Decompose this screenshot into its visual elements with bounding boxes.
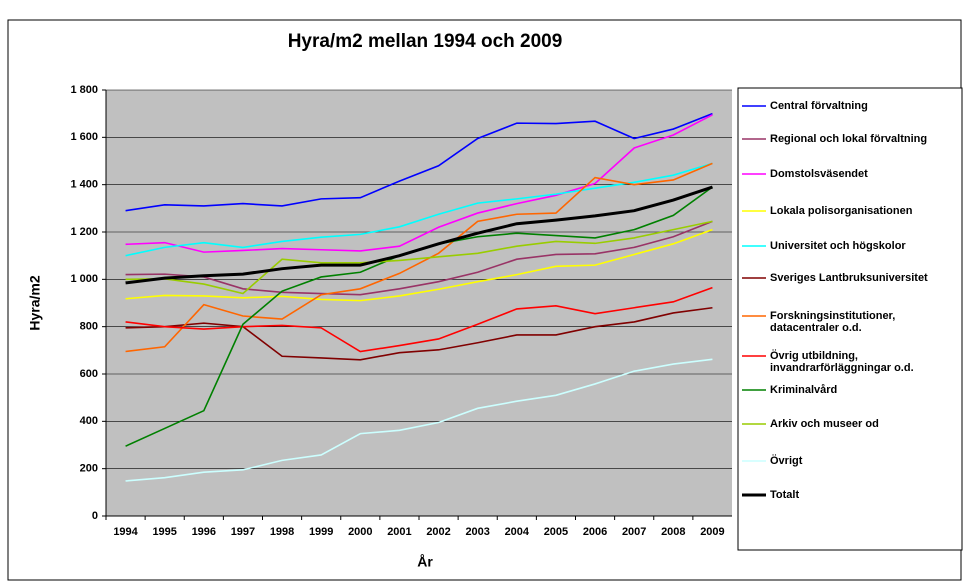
legend-label: Lokala polisorganisationen — [770, 205, 913, 217]
series-line — [125, 220, 713, 296]
y-tick-label: 1 400 — [70, 179, 98, 191]
x-tick-label: 2001 — [387, 526, 411, 538]
series-line — [125, 112, 713, 212]
legend-label: Övrig utbildning, invandrarförläggningar… — [770, 350, 914, 374]
x-tick-label: 2006 — [583, 526, 607, 538]
y-tick-label: 1 000 — [70, 273, 98, 285]
x-tick-label: 2003 — [465, 526, 489, 538]
legend-label: Sveriges Lantbruksuniversitet — [770, 272, 928, 284]
x-tick-label: 1996 — [192, 526, 216, 538]
legend-label: Kriminalvård — [770, 384, 838, 396]
series-line — [125, 306, 713, 361]
y-tick-label: 1 600 — [70, 131, 98, 143]
y-tick-label: 1 200 — [70, 226, 98, 238]
x-tick-label: 2000 — [348, 526, 372, 538]
y-tick-label: 400 — [80, 415, 98, 427]
x-axis-label: År — [417, 554, 433, 570]
legend-label: Arkiv och museer od — [770, 418, 879, 430]
series-line — [125, 162, 713, 353]
series-line — [125, 220, 713, 295]
chart-title: Hyra/m2 mellan 1994 och 2009 — [288, 31, 563, 52]
series-line — [125, 114, 713, 253]
x-tick-label: 2009 — [700, 526, 724, 538]
x-tick-label: 2007 — [622, 526, 646, 538]
x-tick-label: 2004 — [505, 526, 530, 538]
x-tick-label: 1994 — [113, 526, 138, 538]
legend-label: Totalt — [770, 489, 800, 501]
legend-label: Central förvaltning — [770, 100, 868, 112]
y-tick-label: 0 — [92, 510, 98, 522]
legend-label: Universitet och högskolor — [770, 240, 906, 252]
series-line — [125, 162, 713, 257]
x-tick-label: 2008 — [661, 526, 685, 538]
y-tick-label: 1 800 — [70, 84, 98, 96]
legend-label: Övrigt — [770, 455, 803, 467]
x-tick-label: 2005 — [544, 526, 568, 538]
x-tick-label: 1995 — [152, 526, 176, 538]
series-line — [125, 358, 713, 482]
series-line — [125, 185, 713, 285]
y-axis-label: Hyra/m2 — [27, 275, 43, 330]
y-tick-label: 800 — [80, 321, 98, 333]
x-tick-label: 1999 — [309, 526, 333, 538]
legend-box — [737, 87, 963, 551]
y-tick-label: 600 — [80, 368, 98, 380]
x-tick-label: 2002 — [426, 526, 450, 538]
series-line — [125, 286, 713, 353]
series-line — [125, 228, 713, 302]
legend-label: Domstolsväsendet — [770, 168, 868, 180]
legend-label: Forskningsinstitutioner, datacentraler o… — [770, 310, 896, 334]
legend-label: Regional och lokal förvaltning — [770, 133, 928, 145]
plot-area — [106, 90, 732, 516]
y-tick-label: 200 — [80, 463, 98, 475]
x-tick-label: 1998 — [270, 526, 294, 538]
x-tick-label: 1997 — [231, 526, 255, 538]
